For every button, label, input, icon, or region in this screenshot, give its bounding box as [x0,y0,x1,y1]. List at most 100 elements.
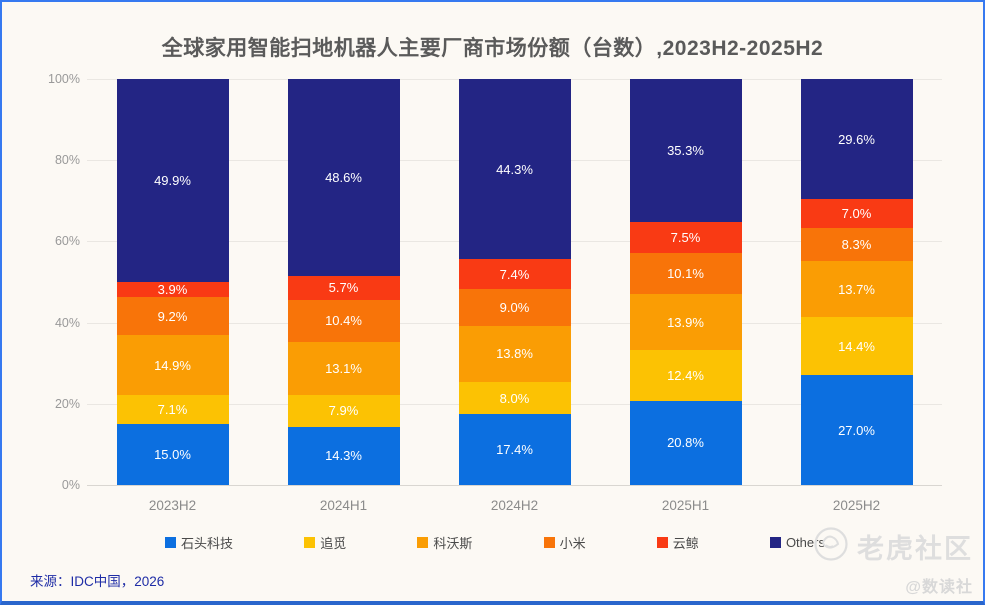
segment-value-label: 13.8% [496,346,533,362]
bar-segment: 10.4% [287,299,400,342]
segment-value-label: 13.7% [838,281,875,297]
segment-value-label: 7.4% [499,266,530,282]
bar-segment: 49.9% [116,79,229,282]
y-tick-label: 80% [54,153,80,168]
bar-segment: 7.9% [287,394,400,427]
segment-value-label: 13.9% [667,314,704,330]
bar-segment: 13.9% [629,293,742,351]
segment-value-label: 29.6% [838,131,875,147]
segment-value-label: 8.3% [841,236,872,252]
legend-swatch [656,537,668,548]
bar-segment: 13.1% [287,341,400,395]
legend-label: 小米 [559,536,586,551]
bar-segment: 9.2% [116,297,229,335]
legend: 石头科技 追觅 科沃斯 小米 云鲸 Others [165,533,825,552]
segment-value-label: 7.5% [670,230,701,246]
bar-segment: 20.8% [629,400,742,485]
legend-label: 云鲸 [672,536,699,551]
segment-value-label: 20.8% [667,435,704,451]
bar-segment: 48.6% [287,79,400,277]
legend-item: 追觅 [304,533,346,552]
watermark: 老虎社区 @数读社 [808,526,973,597]
legend-item: 云鲸 [656,533,699,552]
bar-segment: 5.7% [287,276,400,300]
bar-column: 15.0% 7.1% 14.9% 9.2% 3.9% 49.9% 2023H2 [116,79,229,513]
segment-value-label: 5.7% [328,280,359,296]
legend-item: 小米 [543,533,586,552]
bar-segment: 7.1% [116,395,229,425]
bar-segment: 9.0% [458,289,571,326]
segment-value-label: 9.0% [499,300,530,316]
segment-value-label: 7.9% [328,403,359,419]
chart-title: 全球家用智能扫地机器人主要厂商市场份额（台数）,2023H2-2025H2 [161,37,824,60]
bar-stack: 14.3% 7.9% 13.1% 10.4% 5.7% 48.6% [287,79,400,485]
segment-value-label: 14.9% [154,357,191,373]
legend-label: Others [785,535,825,550]
segment-value-label: 10.1% [667,265,704,281]
segment-value-label: 44.3% [496,161,533,177]
segment-value-label: 13.1% [325,360,362,376]
bar-segment: 27.0% [800,375,913,485]
bar-segment: 8.0% [458,381,571,415]
segment-value-label: 14.3% [325,448,362,464]
bar-segment: 7.0% [800,199,913,228]
legend-swatch [165,537,176,548]
bar-segment: 35.3% [629,79,742,223]
bar-segment: 13.7% [800,261,913,317]
segment-value-label: 17.4% [496,442,533,458]
bar-stack: 20.8% 12.4% 13.9% 10.1% 7.5% 35.3% [629,79,742,485]
segment-value-label: 14.4% [838,338,875,354]
bar-segment: 7.4% [458,259,571,290]
bar-segment: 14.9% [116,334,229,396]
legend-swatch [417,537,429,548]
segment-value-label: 10.4% [325,313,362,329]
segment-value-label: 9.2% [157,308,188,324]
segment-value-label: 3.9% [157,282,188,298]
bar-segment: 13.8% [458,325,571,382]
x-category-label: 2025H1 [661,498,710,513]
legend-label: 追觅 [320,536,347,551]
x-category-label: 2025H2 [832,498,881,513]
legend-swatch [304,537,316,548]
x-category-label: 2024H2 [490,498,539,513]
legend-label: 科沃斯 [433,536,473,551]
bar-group: 15.0% 7.1% 14.9% 9.2% 3.9% 49.9% 2023H2 14.3% 7.… [87,79,942,513]
plot-area: 0% 20% 40% 60% 80% 100% 15.0% 7.1% 14.9% 9.2% 3.9… [48,72,942,513]
gridline [87,485,942,486]
watermark-community-name: 老虎社区 [857,534,973,564]
bar-column: 14.3% 7.9% 13.1% 10.4% 5.7% 48.6% 2024H1 [287,79,400,513]
bar-segment: 8.3% [800,227,913,262]
legend-swatch [543,537,555,548]
x-category-label: 2023H2 [148,498,197,513]
bar-segment: 3.9% [116,281,229,298]
bar-stack: 15.0% 7.1% 14.9% 9.2% 3.9% 49.9% [116,79,229,485]
y-tick-label: 40% [54,315,80,330]
bar-segment: 15.0% [116,424,229,485]
legend-swatch [769,537,781,548]
segment-value-label: 7.1% [157,402,188,418]
x-category-label: 2024H1 [319,498,368,513]
segment-value-label: 7.0% [841,205,872,221]
legend-item: 科沃斯 [417,533,472,552]
bar-column: 17.4% 8.0% 13.8% 9.0% 7.4% 44.3% 2024H2 [458,79,571,513]
segment-value-label: 27.0% [838,422,875,438]
y-tick-label: 100% [48,72,80,86]
bar-segment: 14.3% [287,426,400,485]
bar-segment: 17.4% [458,414,571,485]
legend-item: Others [769,533,825,552]
segment-value-label: 48.6% [325,170,362,186]
bar-column: 27.0% 14.4% 13.7% 8.3% 7.0% 29.6% 2025H2 [800,79,913,513]
y-tick-label: 60% [54,234,80,249]
legend-item: 石头科技 [165,533,233,552]
bar-segment: 44.3% [458,79,571,260]
segment-value-label: 15.0% [154,447,191,463]
bar-segment: 10.1% [629,252,742,294]
segment-value-label: 12.4% [667,367,704,383]
bar-segment: 7.5% [629,222,742,253]
bar-stack: 27.0% 14.4% 13.7% 8.3% 7.0% 29.6% [800,79,913,485]
segment-value-label: 35.3% [667,143,704,159]
segment-value-label: 8.0% [499,390,530,406]
bar-column: 20.8% 12.4% 13.9% 10.1% 7.5% 35.3% 2025H1 [629,79,742,513]
bar-segment: 29.6% [800,79,913,200]
bar-stack: 17.4% 8.0% 13.8% 9.0% 7.4% 44.3% [458,79,571,485]
